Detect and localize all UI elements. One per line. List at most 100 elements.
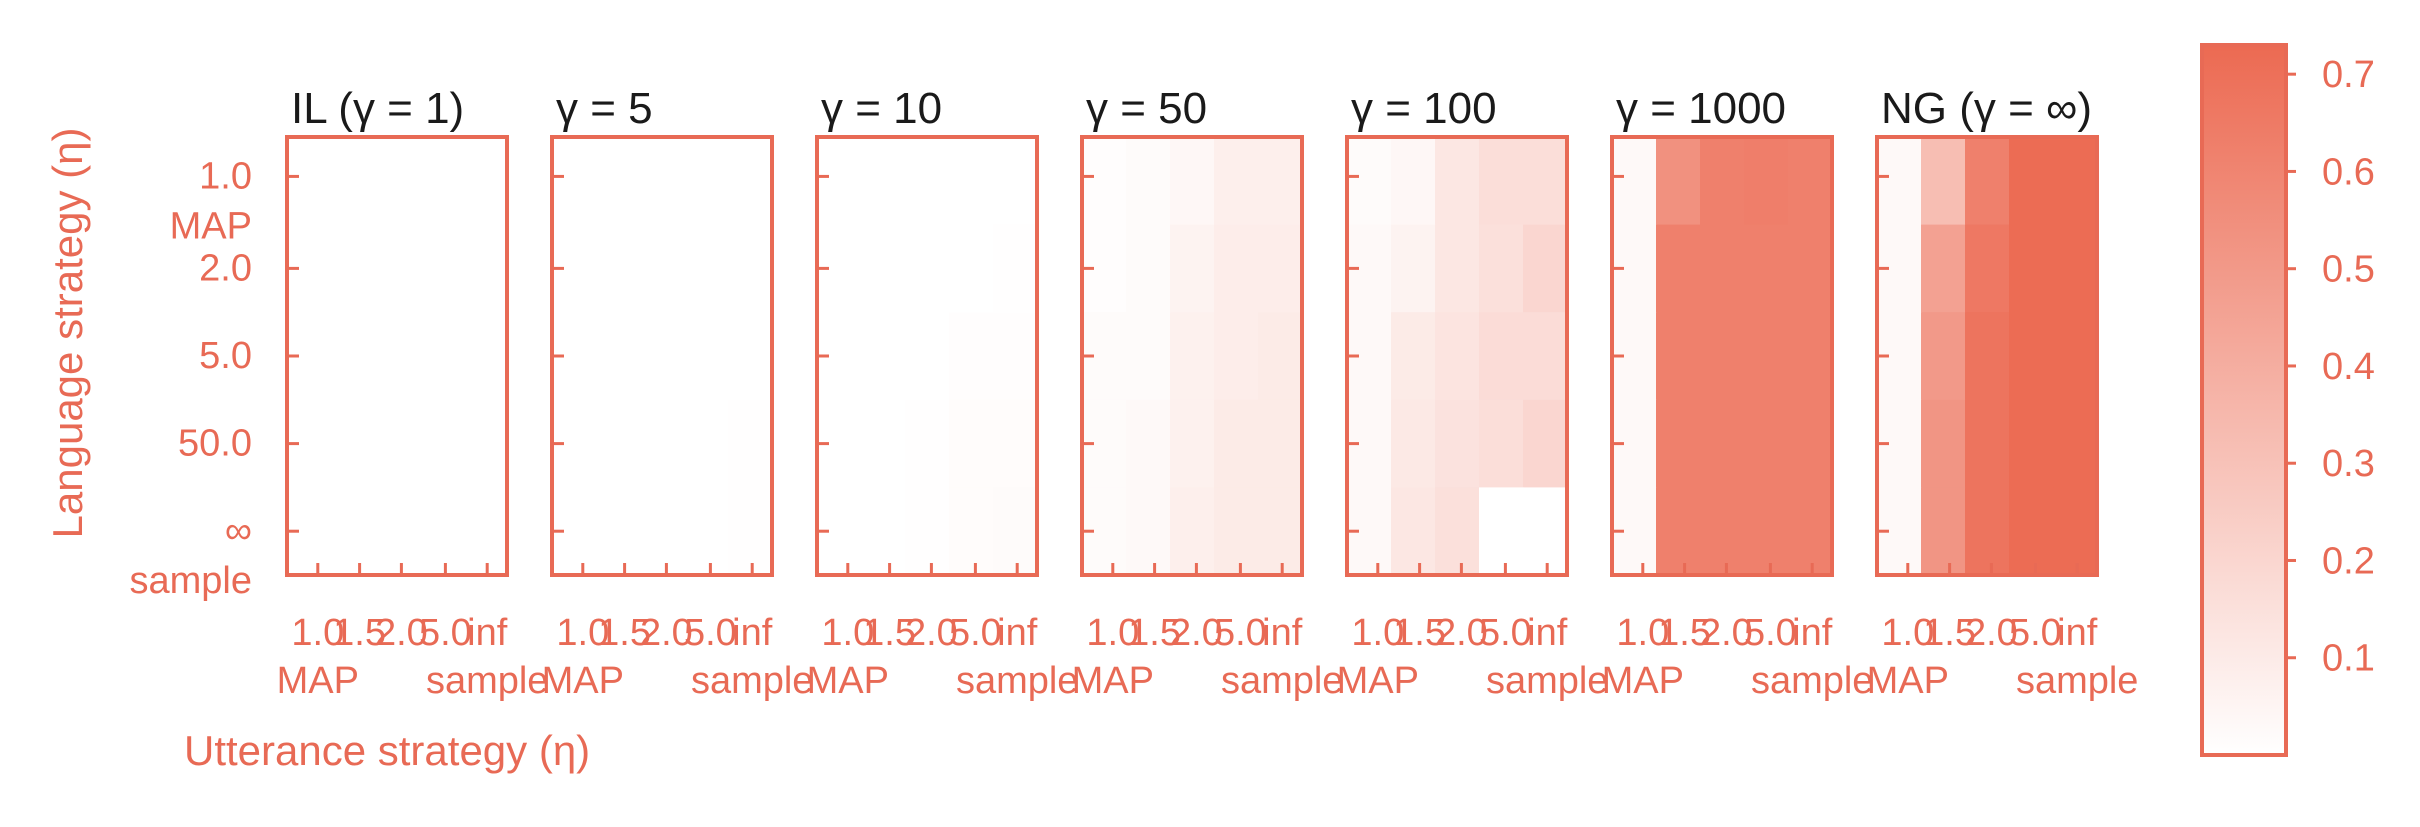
y-tick-sublabel: MAP xyxy=(170,205,252,247)
heatmap-cell xyxy=(1391,399,1436,488)
heatmap-cell xyxy=(331,137,376,226)
heatmap-cell xyxy=(1523,312,1568,401)
heatmap-cell xyxy=(684,312,729,401)
x-tick-sublabel: MAP xyxy=(807,660,889,702)
heatmap-cell xyxy=(993,224,1038,313)
heatmap-cell xyxy=(1965,399,2010,488)
panel-title: γ = 5 xyxy=(556,84,653,133)
colorbar-tick-label: 0.6 xyxy=(2322,151,2375,193)
heatmap-cell xyxy=(419,137,464,226)
heatmap-cell xyxy=(905,137,950,226)
heatmap-cell xyxy=(2053,399,2098,488)
heatmap-cell xyxy=(596,399,641,488)
colorbar-tick-label: 0.4 xyxy=(2322,346,2375,388)
heatmap-cell xyxy=(1479,137,1524,226)
heatmap-cell xyxy=(993,312,1038,401)
heatmap-cell xyxy=(1479,224,1524,313)
y-tick-label: 50.0 xyxy=(178,423,252,465)
heatmap-cell xyxy=(640,399,685,488)
heatmap-cell xyxy=(1391,312,1436,401)
heatmap-cell xyxy=(287,137,332,226)
heatmap-cell xyxy=(2053,487,2098,576)
heatmap-cell xyxy=(1082,137,1127,226)
heatmap-cell xyxy=(1523,487,1568,576)
heatmap-cell xyxy=(1435,137,1480,226)
heatmap-cell xyxy=(1435,399,1480,488)
x-tick-label: 1.0 xyxy=(821,612,874,654)
heatmap-cell xyxy=(1170,487,1215,576)
heatmap-cell xyxy=(640,312,685,401)
heatmap-cell xyxy=(463,312,508,401)
heatmap-cell xyxy=(1788,224,1833,313)
heatmap-cell xyxy=(1700,224,1745,313)
x-tick-label: 1.0 xyxy=(1616,612,1669,654)
heatmap-cell xyxy=(1744,399,1789,488)
panel-title: γ = 10 xyxy=(821,84,942,133)
heatmap-cell xyxy=(861,312,906,401)
heatmap-cell xyxy=(596,312,641,401)
axes-layer: Language strategy (η) Utterance strategy… xyxy=(44,128,590,774)
heatmap-cell xyxy=(1391,137,1436,226)
x-tick-label: inf xyxy=(1262,612,1303,654)
heatmap-cell xyxy=(1744,487,1789,576)
heatmap-cell xyxy=(1126,312,1171,401)
heatmap-cell xyxy=(1921,399,1966,488)
x-axis-label: Utterance strategy (η) xyxy=(184,727,590,774)
x-tick-label: inf xyxy=(732,612,773,654)
heatmap-cell xyxy=(1744,137,1789,226)
x-tick-label: inf xyxy=(1527,612,1568,654)
x-tick-label: 1.5 xyxy=(1393,612,1446,654)
heatmap-cell xyxy=(2009,224,2054,313)
colorbar-tick-label: 0.2 xyxy=(2322,540,2375,582)
heatmap-cell xyxy=(1523,399,1568,488)
x-tick-sublabel: sample xyxy=(2016,660,2139,702)
heatmap-cell xyxy=(1965,137,2010,226)
x-tick-label: inf xyxy=(2057,612,2098,654)
heatmap-cell xyxy=(905,224,950,313)
x-tick-sublabel: sample xyxy=(1486,660,1609,702)
heatmap-cell xyxy=(2053,224,2098,313)
heatmap-cell xyxy=(1258,487,1303,576)
heatmap-cell xyxy=(993,399,1038,488)
heatmap-cell xyxy=(684,137,729,226)
heatmap-cell xyxy=(1258,399,1303,488)
x-tick-label: 1.5 xyxy=(333,612,386,654)
panel-title: IL (γ = 1) xyxy=(291,84,464,133)
heatmap-cell xyxy=(1656,399,1701,488)
heatmap-cell xyxy=(331,399,376,488)
heatmap-cell xyxy=(1700,487,1745,576)
heatmap-cell xyxy=(596,487,641,576)
y-tick-sublabel: sample xyxy=(130,560,253,602)
heatmap-cell xyxy=(817,137,862,226)
heatmap-cell xyxy=(728,399,773,488)
panel-title: NG (γ = ∞) xyxy=(1881,84,2092,133)
x-tick-sublabel: MAP xyxy=(1602,660,1684,702)
x-tick-label: 2.0 xyxy=(905,612,958,654)
heatmap-cell xyxy=(1788,399,1833,488)
y-axis-label: Language strategy (η) xyxy=(44,128,91,539)
x-tick-label: 2.0 xyxy=(375,612,428,654)
heatmap-cell xyxy=(861,487,906,576)
colorbar-tick-label: 0.3 xyxy=(2322,443,2375,485)
heatmap-cell xyxy=(1656,137,1701,226)
x-tick-label: inf xyxy=(997,612,1038,654)
colorbar-tick-label: 0.5 xyxy=(2322,249,2375,291)
heatmap-cell xyxy=(1126,399,1171,488)
heatmap-cell xyxy=(949,487,994,576)
heatmap-cell xyxy=(1214,399,1259,488)
x-tick-label: 5.0 xyxy=(1744,612,1797,654)
colorbar: 0.1 0.2 0.3 0.4 0.5 0.6 0.7 xyxy=(2200,43,2375,757)
x-tick-label: 1.5 xyxy=(598,612,651,654)
heatmap-cell xyxy=(463,487,508,576)
heatmap-cell xyxy=(1921,224,1966,313)
heatmap-cell xyxy=(949,312,994,401)
y-tick-label: 1.0 xyxy=(199,155,252,197)
heatmap-cell xyxy=(1965,312,2010,401)
heatmap-cell xyxy=(993,137,1038,226)
x-tick-label: 1.0 xyxy=(1086,612,1139,654)
